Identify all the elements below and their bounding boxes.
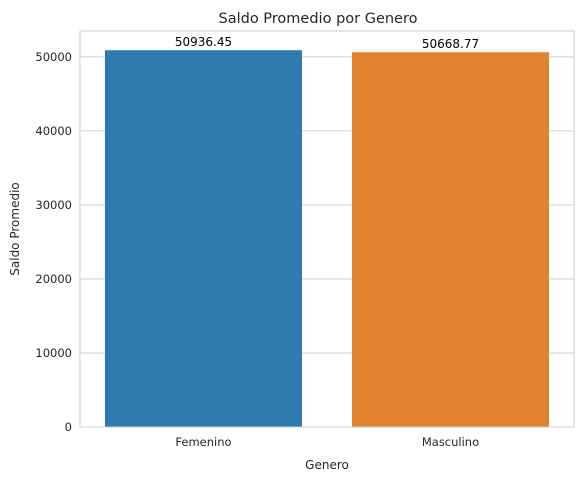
data-label: 50936.45 bbox=[175, 35, 232, 49]
bar-masculino bbox=[351, 51, 550, 428]
x-axis-label: Genero bbox=[305, 458, 349, 472]
x-tick-label: Femenino bbox=[175, 435, 231, 449]
y-tick-label: 40000 bbox=[35, 124, 72, 138]
x-tick-label: Masculino bbox=[422, 435, 479, 449]
bars bbox=[104, 49, 550, 428]
x-tick-labels: Femenino Masculino bbox=[175, 435, 479, 449]
data-labels: 50936.45 50668.77 bbox=[175, 35, 479, 51]
data-label: 50668.77 bbox=[422, 37, 479, 51]
y-tick-label: 0 bbox=[65, 420, 72, 434]
bar-femenino bbox=[104, 49, 303, 428]
chart-title: Saldo Promedio por Genero bbox=[219, 11, 418, 27]
y-tick-label: 20000 bbox=[35, 272, 72, 286]
y-tick-labels: 0 10000 20000 30000 40000 50000 bbox=[35, 50, 72, 434]
y-tick-label: 10000 bbox=[35, 346, 72, 360]
y-axis-label: Saldo Promedio bbox=[8, 182, 22, 275]
y-tick-label: 30000 bbox=[35, 198, 72, 212]
plot-frame bbox=[79, 30, 575, 428]
y-tick-label: 50000 bbox=[35, 50, 72, 64]
